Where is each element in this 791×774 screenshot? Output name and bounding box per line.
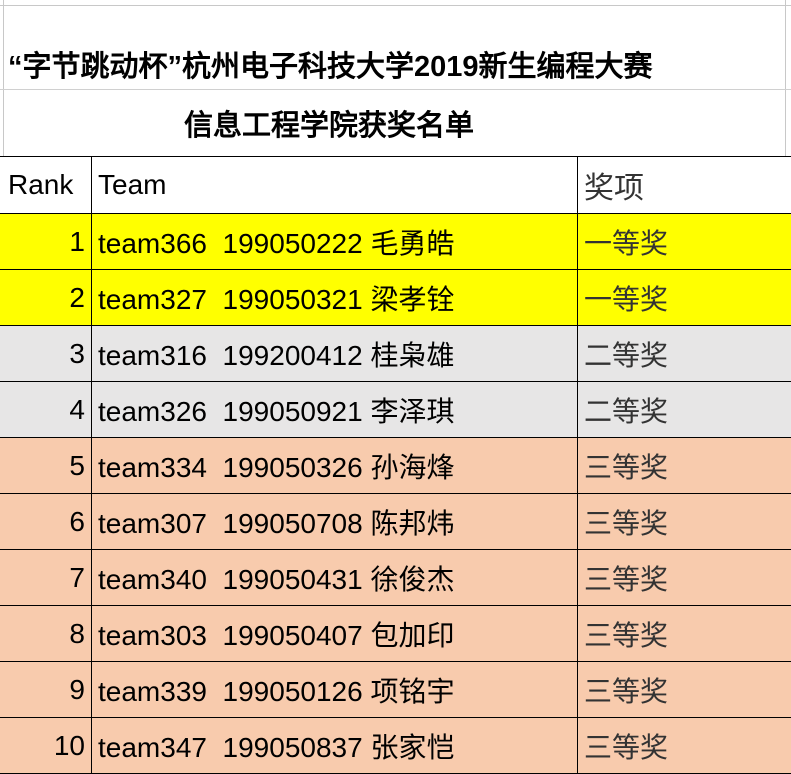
award-cell: 一等奖	[578, 214, 791, 270]
rank-cell: 10	[0, 718, 92, 774]
subtitle: 信息工程学院获奖名单	[0, 90, 791, 157]
grid-line	[0, 5, 791, 6]
award-cell: 三等奖	[578, 718, 791, 774]
team-cell: team339 199050126 项铭宇	[92, 662, 578, 718]
team-cell: team347 199050837 张家恺	[92, 718, 578, 774]
team-cell: team340 199050431 徐俊杰	[92, 550, 578, 606]
team-cell: team316 199200412 桂枭雄	[92, 326, 578, 382]
award-cell: 三等奖	[578, 606, 791, 662]
rank-cell: 9	[0, 662, 92, 718]
award-cell: 二等奖	[578, 382, 791, 438]
grid-line	[3, 0, 4, 157]
column-header: Rank	[0, 157, 92, 214]
team-cell: team334 199050326 孙海烽	[92, 438, 578, 494]
rank-cell: 5	[0, 438, 92, 494]
award-cell: 三等奖	[578, 494, 791, 550]
rank-cell: 8	[0, 606, 92, 662]
team-cell: team327 199050321 梁孝铨	[92, 270, 578, 326]
rank-cell: 6	[0, 494, 92, 550]
team-cell: team303 199050407 包加印	[92, 606, 578, 662]
award-cell: 三等奖	[578, 550, 791, 606]
team-cell: team366 199050222 毛勇皓	[92, 214, 578, 270]
grid-line	[785, 0, 786, 157]
title: “字节跳动杯”杭州电子科技大学2019新生编程大赛	[0, 38, 791, 90]
award-cell: 二等奖	[578, 326, 791, 382]
column-header: Team	[92, 157, 578, 214]
award-cell: 三等奖	[578, 662, 791, 718]
rank-cell: 4	[0, 382, 92, 438]
rank-cell: 7	[0, 550, 92, 606]
team-cell: team326 199050921 李泽琪	[92, 382, 578, 438]
team-cell: team307 199050708 陈邦炜	[92, 494, 578, 550]
column-header: 奖项	[578, 157, 791, 214]
rank-cell: 1	[0, 214, 92, 270]
award-cell: 一等奖	[578, 270, 791, 326]
rank-cell: 2	[0, 270, 92, 326]
award-cell: 三等奖	[578, 438, 791, 494]
rank-cell: 3	[0, 326, 92, 382]
